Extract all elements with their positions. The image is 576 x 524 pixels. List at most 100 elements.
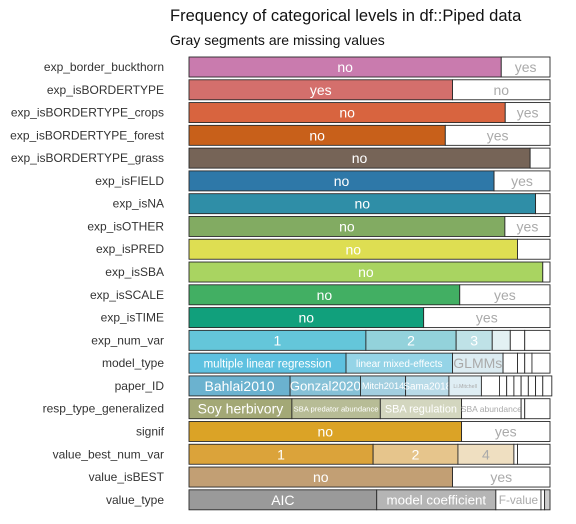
bar-row: exp_isBORDERTYPE_grass no xyxy=(11,147,551,169)
bar-row: exp_isBORDERTYPE yes no xyxy=(47,79,551,101)
segment-label: Mitch2014 xyxy=(362,381,404,391)
row-label: exp_isBORDERTYPE xyxy=(47,83,164,97)
bar-segment xyxy=(542,261,551,283)
bar-segment xyxy=(506,375,515,397)
segment-label: Li.Mitchell xyxy=(453,384,477,390)
bar-segment xyxy=(452,466,551,488)
bar-segment xyxy=(499,375,508,397)
segment-label: linear mixed-effects xyxy=(356,359,443,370)
bar-segment xyxy=(544,489,551,511)
segment-label: Bahlai2010 xyxy=(205,378,275,394)
segment-label: yes xyxy=(494,287,516,303)
bar-segment xyxy=(423,307,551,329)
row-label: exp_isSCALE xyxy=(90,288,164,302)
bar-segment xyxy=(504,102,551,124)
bar-segment xyxy=(502,352,518,374)
bar-segment xyxy=(540,489,546,511)
segment-label: 2 xyxy=(412,446,420,462)
row-label: value_best_num_var xyxy=(53,447,164,461)
segment-label: no xyxy=(337,59,353,75)
bar-row: signif no yes xyxy=(136,421,551,442)
bar-segment xyxy=(542,375,553,397)
row-label: exp_isBORDERTYPE_grass xyxy=(11,151,164,165)
segment-label: no xyxy=(339,219,355,235)
bar-row: value_isBEST no yes xyxy=(89,466,551,488)
bar-row: exp_isSCALE no yes xyxy=(90,284,551,306)
segment-label: multiple linear regression xyxy=(204,358,332,370)
segment-label: yes xyxy=(476,310,498,326)
bar-segment xyxy=(527,375,537,397)
bar-row: exp_isBORDERTYPE_crops no yes xyxy=(11,102,551,124)
row-label: paper_ID xyxy=(115,379,165,393)
segment-label: no xyxy=(334,173,350,189)
bar-row: value_type AIC model coefficient F-value xyxy=(106,489,551,511)
row-label: exp_isOTHER xyxy=(87,219,164,233)
row-label: exp_isPRED xyxy=(96,242,164,256)
segment-label: yes xyxy=(495,424,517,440)
row-label: exp_isTIME xyxy=(101,311,164,325)
row-label: exp_isBORDERTYPE_forest xyxy=(10,128,165,142)
segment-label: 4 xyxy=(482,446,490,462)
bar-segment xyxy=(520,375,529,397)
row-label: exp_border_buckthorn xyxy=(44,60,164,74)
segment-label: no xyxy=(354,196,370,212)
bar-row: exp_isOTHER no yes xyxy=(87,216,551,237)
row-label: exp_isBORDERTYPE_crops xyxy=(11,106,164,120)
row-label: value_type xyxy=(106,493,164,507)
segment-label: Gonzal2020 xyxy=(290,379,361,394)
bar-row: exp_isSBA no xyxy=(105,261,551,283)
segment-label: 1 xyxy=(277,446,285,462)
chart-subtitle: Gray segments are missing values xyxy=(170,32,385,48)
segment-label: yes xyxy=(511,173,533,189)
bar-row: resp_type_generalized Soy herbivory SBA pr… xyxy=(43,398,551,420)
segment-label: 2 xyxy=(407,332,415,348)
bar-segment xyxy=(461,421,551,442)
segment-label: yes xyxy=(490,469,512,485)
bar-segment xyxy=(513,443,518,465)
segment-label: Sama2018 xyxy=(403,382,451,393)
segment-label: no xyxy=(299,310,315,326)
bar-segment xyxy=(535,193,551,215)
bar-row: model_type multiple linear regression line… xyxy=(102,352,551,374)
bar-segment xyxy=(504,216,551,237)
segment-label: no xyxy=(309,127,325,143)
segment-label: 1 xyxy=(274,332,282,348)
bar-segment xyxy=(517,352,526,374)
segment-label: no xyxy=(352,150,368,166)
bar-segment xyxy=(493,170,551,192)
bar-segment xyxy=(520,398,526,420)
bar-row: exp_isPRED no xyxy=(96,238,551,260)
bar-segment xyxy=(459,284,551,306)
bar-segment xyxy=(480,375,500,397)
bar-segment xyxy=(517,443,551,465)
segment-label: F-value xyxy=(499,493,539,507)
row-label: exp_isSBA xyxy=(105,265,164,279)
bar-row: exp_isFIELD no yes xyxy=(95,170,551,192)
segment-label: GLMMs xyxy=(453,355,502,371)
bar-segment xyxy=(491,329,511,351)
row-label: signif xyxy=(136,424,165,438)
bar-segment xyxy=(524,398,551,420)
bar-segment xyxy=(513,375,522,397)
segment-label: Soy herbivory xyxy=(198,401,284,417)
row-label: model_type xyxy=(102,356,164,370)
segment-label: SBA abundance xyxy=(461,404,522,414)
segment-label: no xyxy=(358,264,374,280)
segment-label: no xyxy=(345,241,361,257)
row-label: exp_isNA xyxy=(113,197,164,211)
bar-segment xyxy=(524,329,551,351)
bar-row: value_best_num_var 1 2 4 xyxy=(53,443,551,465)
segment-label: SBA regulation xyxy=(385,404,457,416)
segment-label: 3 xyxy=(470,332,478,348)
bar-segment xyxy=(531,352,551,374)
bar-segment xyxy=(452,79,551,101)
bar-row: exp_isBORDERTYPE_forest no yes xyxy=(10,124,551,146)
row-label: exp_isFIELD xyxy=(95,174,164,188)
segment-label: no xyxy=(313,469,329,485)
segment-label: no xyxy=(493,82,509,98)
segment-label: no xyxy=(317,287,333,303)
segment-label: yes xyxy=(517,219,539,235)
bar-row: exp_border_buckthorn no yes xyxy=(44,56,551,78)
bar-row: exp_num_var 1 2 3 xyxy=(91,329,551,351)
